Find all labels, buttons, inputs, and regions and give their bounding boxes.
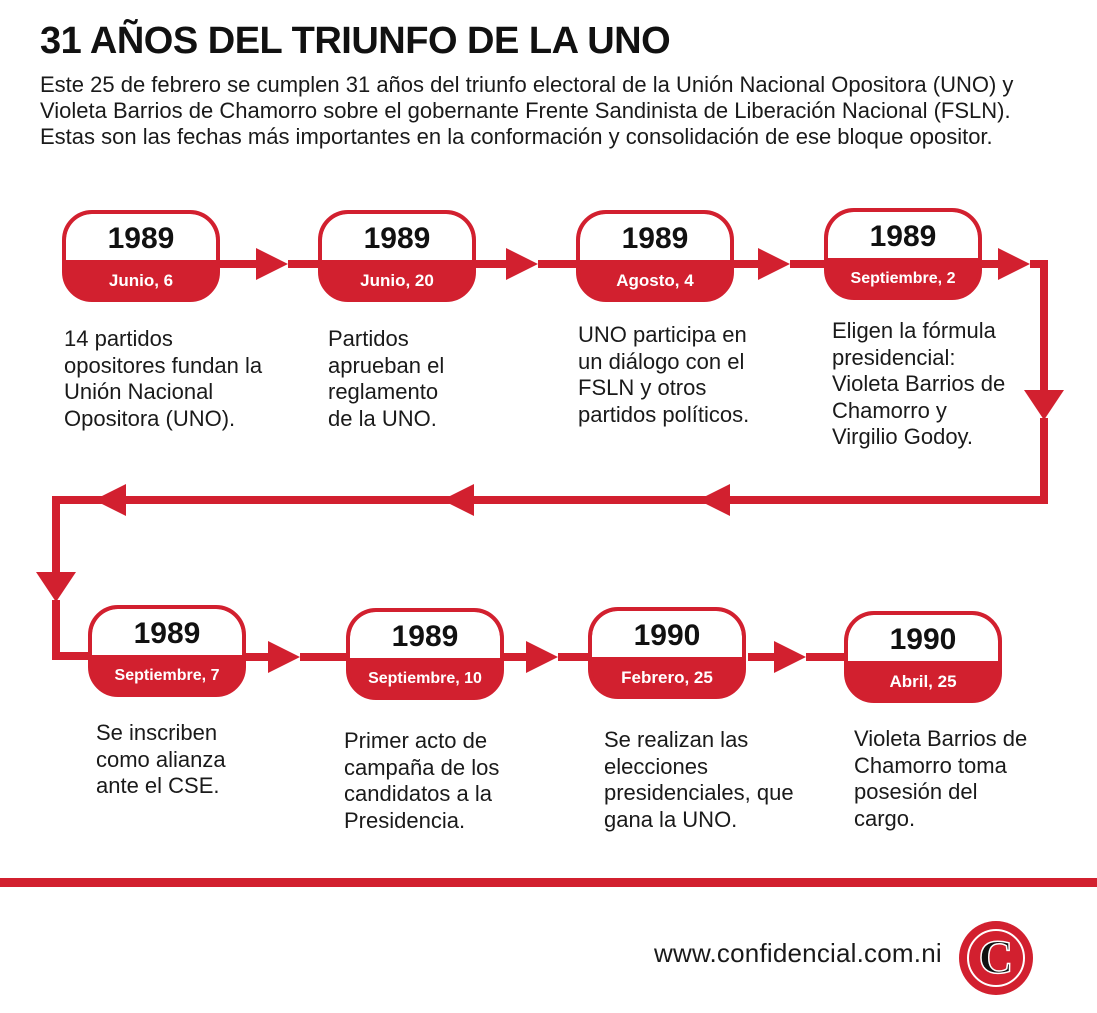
- event-badge-3: 1989 Agosto, 4: [576, 210, 734, 302]
- logo-letter: C: [979, 931, 1014, 984]
- event-year: 1989: [580, 214, 730, 260]
- event-year: 1989: [828, 212, 978, 258]
- arrow-2-3: [474, 248, 578, 280]
- return-connector: [36, 484, 1048, 660]
- event-year: 1989: [350, 612, 500, 658]
- event-date: Junio, 6: [108, 271, 174, 290]
- event-year: 1990: [592, 611, 742, 657]
- page-title: 31 AÑOS DEL TRIUNFO DE LA UNO: [40, 20, 671, 62]
- intro-paragraph: Este 25 de febrero se cumplen 31 años de…: [40, 72, 1014, 149]
- event-description-1: 14 partidos opositores fundan la Unión N…: [64, 326, 263, 431]
- event-badge-5: 1989 Septiembre, 7: [88, 605, 246, 697]
- event-description-8: Violeta Barrios de Chamorro toma posesió…: [854, 726, 1028, 831]
- event-year: 1990: [848, 615, 998, 661]
- event-year: 1989: [322, 214, 472, 260]
- event-badge-2: 1989 Junio, 20: [318, 210, 476, 302]
- event-year: 1989: [92, 609, 242, 655]
- event-badge-7: 1990 Febrero, 25: [588, 607, 746, 699]
- event-date: Febrero, 25: [621, 668, 713, 687]
- arrow-7-8: [748, 641, 846, 673]
- event-description-2: Partidos aprueban el reglamento de la UN…: [328, 326, 445, 431]
- event-badge-6: 1989 Septiembre, 10: [346, 608, 504, 700]
- event-description-5: Se inscriben como alianza ante el CSE.: [96, 720, 226, 798]
- event-date: Septiembre, 2: [850, 270, 956, 287]
- arrow-1-2: [220, 248, 320, 280]
- website-link[interactable]: www.confidencial.com.ni: [654, 938, 942, 968]
- event-date: Septiembre, 7: [114, 667, 220, 684]
- event-year: 1989: [66, 214, 216, 260]
- event-badge-8: 1990 Abril, 25: [844, 611, 1002, 703]
- event-date: Septiembre, 10: [368, 670, 482, 687]
- event-date: Abril, 25: [889, 672, 957, 691]
- arrow-5-6: [246, 641, 348, 673]
- event-date: Junio, 20: [360, 271, 434, 290]
- event-date: Agosto, 4: [616, 271, 694, 290]
- right-side-connector: [980, 248, 1064, 500]
- confidencial-logo-icon: C: [959, 921, 1033, 995]
- footer-divider: [0, 878, 1097, 887]
- event-description-4: Eligen la fórmula presidencial: Violeta …: [832, 318, 1006, 449]
- arrow-6-7: [504, 641, 588, 673]
- arrow-3-4: [732, 248, 826, 280]
- event-description-3: UNO participa en un diálogo con el FSLN …: [578, 322, 750, 427]
- event-badge-4: 1989 Septiembre, 2: [824, 208, 982, 300]
- event-badge-1: 1989 Junio, 6: [62, 210, 220, 302]
- event-description-6: Primer acto de campaña de los candidatos…: [344, 728, 500, 833]
- event-description-7: Se realizan las elecciones presidenciale…: [604, 727, 794, 832]
